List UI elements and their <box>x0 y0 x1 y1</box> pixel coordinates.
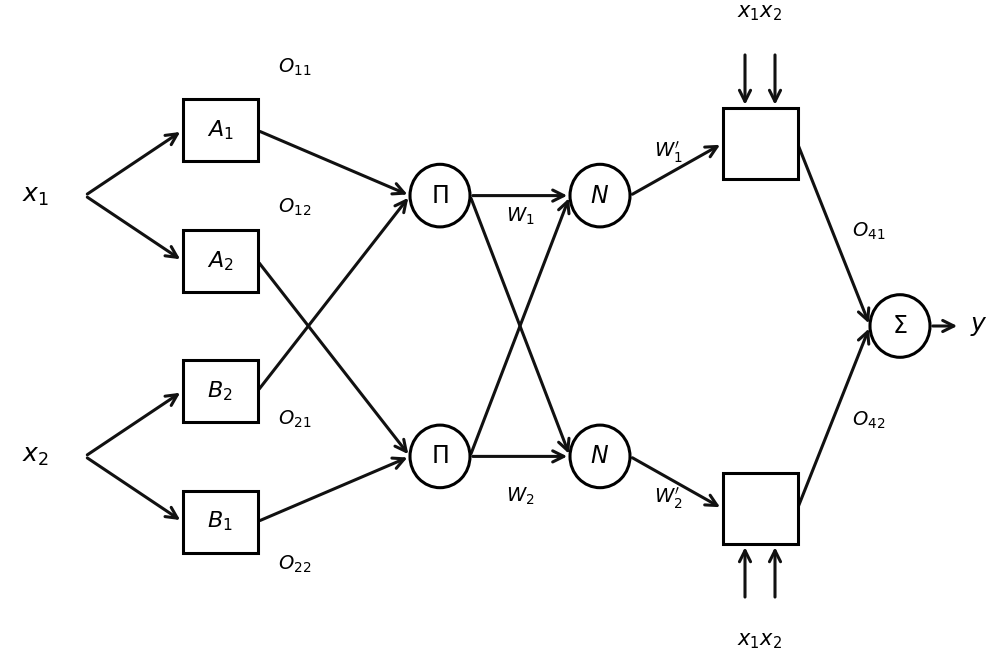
Text: $\Pi$: $\Pi$ <box>431 184 449 207</box>
Text: $B_2$: $B_2$ <box>207 379 233 403</box>
Bar <box>182 490 258 552</box>
Text: $x_1x_2$: $x_1x_2$ <box>737 3 783 23</box>
Bar <box>182 99 258 161</box>
Text: $O_{21}$: $O_{21}$ <box>278 409 312 430</box>
Text: $W_1$: $W_1$ <box>506 205 534 227</box>
Text: $N$: $N$ <box>590 184 610 207</box>
Ellipse shape <box>570 425 630 488</box>
Text: $O_{22}$: $O_{22}$ <box>278 554 312 575</box>
Text: $B_1$: $B_1$ <box>207 510 233 533</box>
Text: $W_2$: $W_2$ <box>506 486 534 507</box>
Text: $O_{12}$: $O_{12}$ <box>278 197 312 218</box>
Ellipse shape <box>570 164 630 227</box>
Text: $x_1x_2$: $x_1x_2$ <box>737 631 783 651</box>
Text: $A_2$: $A_2$ <box>207 249 233 273</box>
Text: $A_1$: $A_1$ <box>207 119 233 142</box>
Text: $O_{11}$: $O_{11}$ <box>278 57 312 78</box>
Bar <box>182 360 258 422</box>
Bar <box>722 473 798 544</box>
Text: $x_1$: $x_1$ <box>22 184 48 207</box>
Bar <box>182 230 258 292</box>
Text: $x_2$: $x_2$ <box>22 445 48 468</box>
Text: $W_2'$: $W_2'$ <box>654 486 682 511</box>
Ellipse shape <box>870 295 930 357</box>
Ellipse shape <box>410 164 470 227</box>
Text: $\Sigma$: $\Sigma$ <box>892 314 908 338</box>
Text: $W_1'$: $W_1'$ <box>654 140 682 165</box>
Text: $\Pi$: $\Pi$ <box>431 445 449 468</box>
Text: $O_{42}$: $O_{42}$ <box>852 410 885 431</box>
Text: $N$: $N$ <box>590 445 610 468</box>
Text: $O_{41}$: $O_{41}$ <box>852 221 885 242</box>
Ellipse shape <box>410 425 470 488</box>
Text: $y$: $y$ <box>970 314 988 338</box>
Bar <box>722 108 798 179</box>
